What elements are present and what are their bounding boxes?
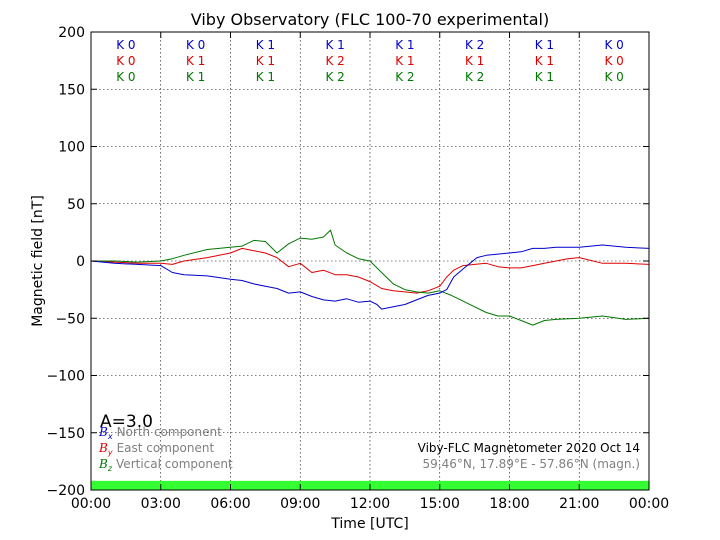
k-index-r1-c3: K 2 (325, 54, 344, 68)
y-axis-label: Magnetic field [nT] (30, 195, 46, 327)
y-tick-label-0: 200 (58, 25, 85, 41)
x-tick-label-4: 12:00 (350, 496, 390, 512)
k-index-r0-c5: K 2 (465, 38, 484, 52)
y-tick-label-8: −200 (47, 483, 85, 499)
series-layer (90, 229, 650, 326)
legend-vertical-label: Vertical component (116, 457, 233, 471)
legend-east-label: East component (117, 441, 215, 455)
k-index-r0-c7: K 0 (604, 38, 623, 52)
x-axis-label: Time [UTC] (330, 516, 408, 532)
x-tick-label-3: 09:00 (280, 496, 320, 512)
k-index-r2-c7: K 0 (604, 70, 623, 84)
legend: Bx North component By East component Bz Ver… (98, 425, 233, 473)
k-index-r1-c6: K 1 (535, 54, 554, 68)
x-tick-label-5: 15:00 (420, 496, 460, 512)
k-index-r2-c3: K 2 (325, 70, 344, 84)
axis-ticks: 00:00 03:00 06:00 09:00 12:00 15:00 18:00 21:00… (47, 25, 670, 512)
k-index-table: K 0 K 0 K 1 K 1 K 1 K 2 K 1 K 0 K 0 K 1 K 1 K 2 K 1 K… (116, 38, 624, 84)
series-line-north-component (90, 244, 650, 310)
instrument-label: Viby-FLC Magnetometer 2020 Oct 14 (418, 441, 640, 455)
x-tick-label-0: 00:00 (71, 496, 111, 512)
x-tick-label-8: 00:00 (629, 496, 669, 512)
k-index-r1-c5: K 1 (465, 54, 484, 68)
k-index-r1-c2: K 1 (256, 54, 275, 68)
y-tick-label-4: 0 (76, 254, 85, 270)
x-tick-label-7: 21:00 (559, 496, 599, 512)
k-index-r2-c4: K 2 (395, 70, 414, 84)
k-index-r1-c7: K 0 (604, 54, 623, 68)
k-index-r1-c0: K 0 (116, 54, 135, 68)
legend-east-subscript: y (107, 448, 113, 457)
k-index-r2-c0: K 0 (116, 70, 135, 84)
x-tick-label-1: 03:00 (141, 496, 181, 512)
k-index-r1-c1: K 1 (186, 54, 205, 68)
k-index-r0-c0: K 0 (116, 38, 135, 52)
legend-north-symbol: B (98, 425, 108, 439)
k-index-r0-c6: K 1 (535, 38, 554, 52)
legend-vertical: Bz Vertical component (98, 457, 233, 473)
y-tick-label-2: 100 (58, 140, 85, 156)
chart-title: Viby Observatory (FLC 100-70 experimenta… (191, 10, 550, 29)
y-tick-label-7: −150 (47, 426, 85, 442)
legend-east: By East component (98, 441, 214, 457)
legend-north: Bx North component (98, 425, 222, 441)
k-index-r0-c2: K 1 (256, 38, 275, 52)
series-line-east-component (90, 247, 650, 294)
legend-vertical-symbol: B (98, 457, 108, 471)
y-tick-label-6: −100 (47, 369, 85, 385)
k-index-r2-c5: K 2 (465, 70, 484, 84)
series-line-vertical-component (91, 229, 650, 326)
k-index-r2-c2: K 1 (256, 70, 275, 84)
legend-north-label: North component (117, 425, 223, 439)
legend-east-symbol: B (98, 441, 108, 455)
k-index-r2-c6: K 1 (535, 70, 554, 84)
k-index-r0-c3: K 1 (325, 38, 344, 52)
legend-vertical-subscript: z (107, 464, 113, 473)
legend-north-subscript: x (107, 432, 113, 441)
k-index-r0-c1: K 0 (186, 38, 205, 52)
k-index-r2-c1: K 1 (186, 70, 205, 84)
k-index-r1-c4: K 1 (395, 54, 414, 68)
y-tick-label-5: −50 (55, 311, 85, 327)
x-tick-label-6: 18:00 (489, 496, 529, 512)
activity-index: A=3.0 (100, 412, 153, 432)
coordinates-label: 59.46°N, 17.89°E - 57.86°N (magn.) (423, 457, 640, 471)
x-tick-label-2: 06:00 (210, 496, 250, 512)
y-tick-label-3: 50 (67, 197, 85, 213)
k-index-r0-c4: K 1 (395, 38, 414, 52)
y-tick-label-1: 150 (58, 82, 85, 98)
